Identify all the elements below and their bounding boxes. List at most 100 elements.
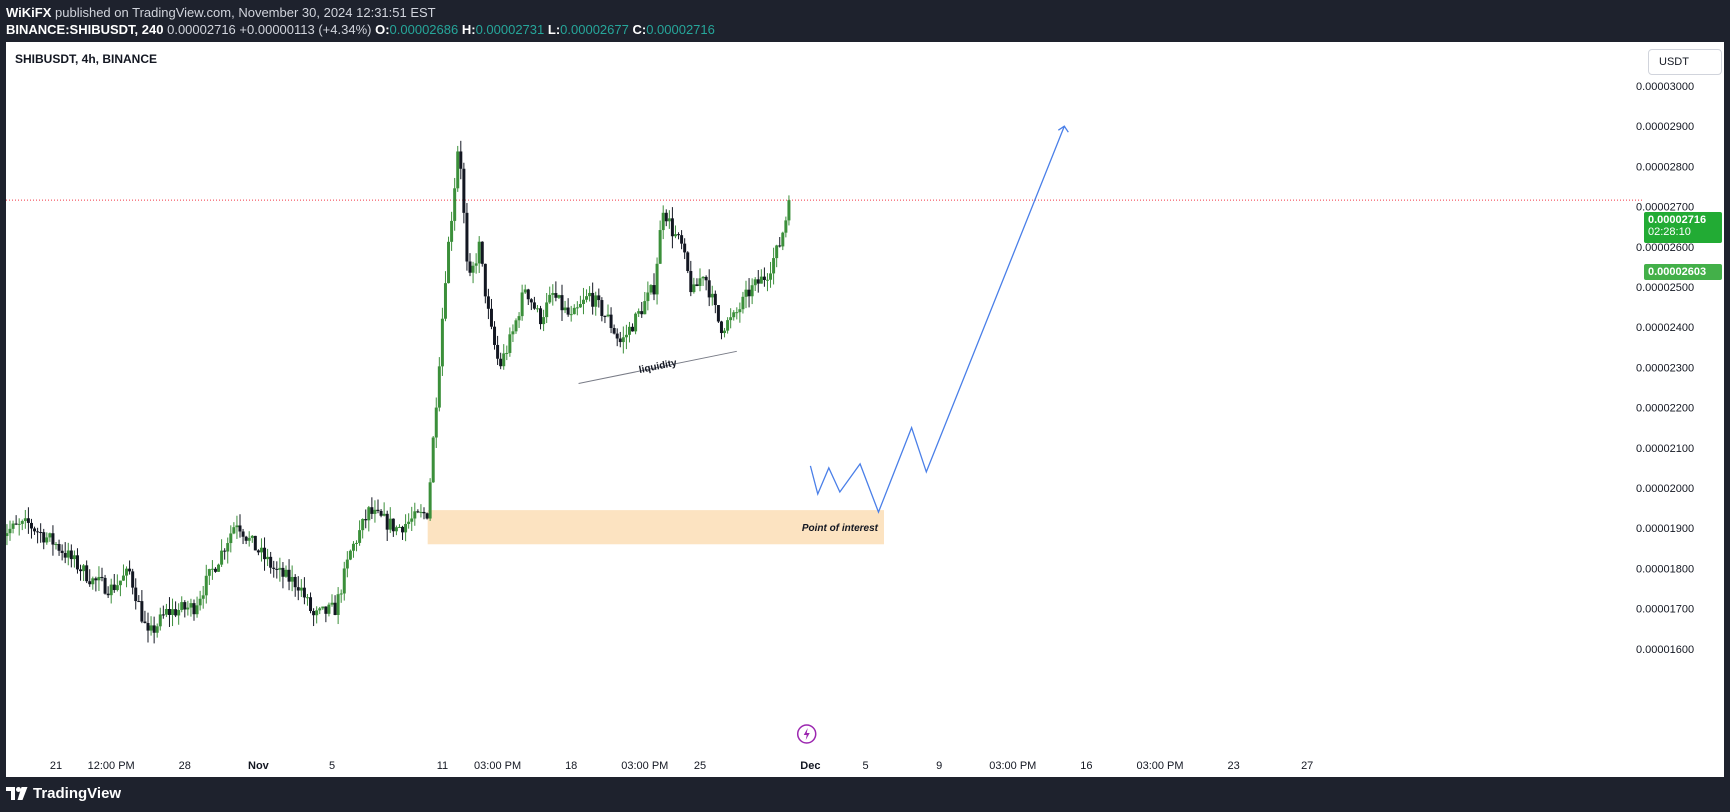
candle-body-down <box>480 241 484 264</box>
candle-body-up <box>477 241 481 264</box>
candle-body-up <box>637 311 641 314</box>
candle-body-up <box>125 568 129 576</box>
candle-body-up <box>784 220 788 233</box>
candle-body-down <box>302 587 306 598</box>
candle-body-up <box>118 580 122 586</box>
candle-body-up <box>72 555 76 560</box>
candle-body-down <box>689 271 693 293</box>
candle-body-down <box>131 571 135 588</box>
candle-body-up <box>226 543 230 552</box>
candle-body-up <box>232 527 236 534</box>
x-tick-label: 9 <box>936 760 942 772</box>
candle-body-up <box>772 258 776 274</box>
candle-body-up <box>250 535 254 538</box>
candle-body-down <box>213 568 217 572</box>
candle-body-up <box>351 543 355 551</box>
candle-body-up <box>305 597 309 599</box>
candle-body-up <box>726 320 730 331</box>
candle-body-up <box>447 241 451 284</box>
candle-body-up <box>594 295 598 307</box>
candle-body-down <box>238 525 242 532</box>
y-tick-label: 0.00001700 <box>1636 604 1694 616</box>
candle-body-down <box>499 358 503 367</box>
x-tick-label: 5 <box>329 760 335 772</box>
candle-body-up <box>787 200 791 221</box>
low-label: L: <box>547 22 561 37</box>
last-price: 0.00002716 <box>167 22 236 37</box>
candle-body-down <box>566 307 570 315</box>
candle-body-up <box>394 527 398 532</box>
y-tick-label: 0.00002900 <box>1636 121 1694 133</box>
candle-body-up <box>440 318 444 367</box>
candle-body-up <box>373 509 377 514</box>
x-tick-label: 21 <box>50 760 62 772</box>
candle-body-down <box>183 602 187 610</box>
candle-body-up <box>149 625 153 631</box>
candle-body-down <box>333 602 337 615</box>
tradingview-icon <box>6 787 28 800</box>
candle-body-up <box>388 518 392 530</box>
chart-frame[interactable]: Point of interest liquidity 0.00003000 0.00… <box>6 42 1724 777</box>
candle-body-up <box>266 556 270 560</box>
candle-body-down <box>612 328 616 334</box>
candle-body-up <box>339 593 343 595</box>
tradingview-logo[interactable]: TradingView <box>6 785 121 802</box>
candle-body-up <box>505 352 509 354</box>
candle-body-up <box>121 575 125 581</box>
y-tick-label: 0.00002200 <box>1636 403 1694 415</box>
candle-body-down <box>281 567 285 577</box>
candle-body-up <box>732 312 736 318</box>
candle-body-up <box>658 230 662 264</box>
projection-path <box>809 125 1065 514</box>
candle-body-up <box>698 278 702 287</box>
candle-body-up <box>769 273 773 280</box>
y-tick-label: 0.00002400 <box>1636 322 1694 334</box>
candlestick-chart[interactable]: Point of interest liquidity 0.00003000 0.00… <box>6 42 1724 777</box>
candle-body-up <box>606 314 610 317</box>
candle-body-up <box>520 292 524 317</box>
candle-body-down <box>152 625 156 633</box>
candle-body-up <box>434 407 438 438</box>
currency-selector[interactable]: USDT <box>1648 49 1722 75</box>
y-tick-label: 0.00002800 <box>1636 161 1694 173</box>
candle-body-up <box>348 550 352 560</box>
candle-body-down <box>489 308 493 327</box>
candle-body-up <box>342 568 346 594</box>
current-price-badge: 0.00002716 02:28:10 <box>1644 212 1722 243</box>
candle-body-down <box>241 531 245 537</box>
candle-body-down <box>88 581 92 585</box>
candle-body-down <box>364 518 368 521</box>
publish-info: WiKiFX published on TradingView.com, Nov… <box>6 5 436 20</box>
candle-body-down <box>296 587 300 591</box>
candle-body-down <box>713 293 717 306</box>
candle-body-up <box>729 317 733 321</box>
candle-body-down <box>161 614 165 616</box>
candle-body-down <box>223 550 227 552</box>
candle-body-up <box>474 263 478 266</box>
candle-body-down <box>14 523 18 525</box>
candle-body-up <box>327 604 331 614</box>
candle-body-up <box>217 564 221 572</box>
x-tick-label: 18 <box>565 760 577 772</box>
x-tick-label: 16 <box>1080 760 1092 772</box>
candle-body-down <box>192 603 196 615</box>
candle-body-up <box>397 526 401 528</box>
candle-body-down <box>600 300 604 316</box>
candle-body-down <box>554 293 558 298</box>
author-name[interactable]: WiKiFX <box>6 5 52 20</box>
x-tick-label: Nov <box>248 760 270 772</box>
candle-body-up <box>336 594 340 615</box>
candle-body-up <box>581 299 585 305</box>
candle-body-up <box>318 608 322 611</box>
x-tick-label: 11 <box>437 760 448 772</box>
x-tick-label: 25 <box>694 760 706 772</box>
candle-body-up <box>115 585 119 591</box>
candle-body-down <box>640 311 644 315</box>
candle-body-down <box>422 511 426 514</box>
candle-body-down <box>309 597 313 612</box>
candle-body-up <box>456 151 460 189</box>
candle-body-up <box>781 232 785 247</box>
publish-text: published on TradingView.com, November 3… <box>51 5 436 20</box>
x-tick-label: 5 <box>863 760 869 772</box>
x-tick-label: 23 <box>1227 760 1239 772</box>
